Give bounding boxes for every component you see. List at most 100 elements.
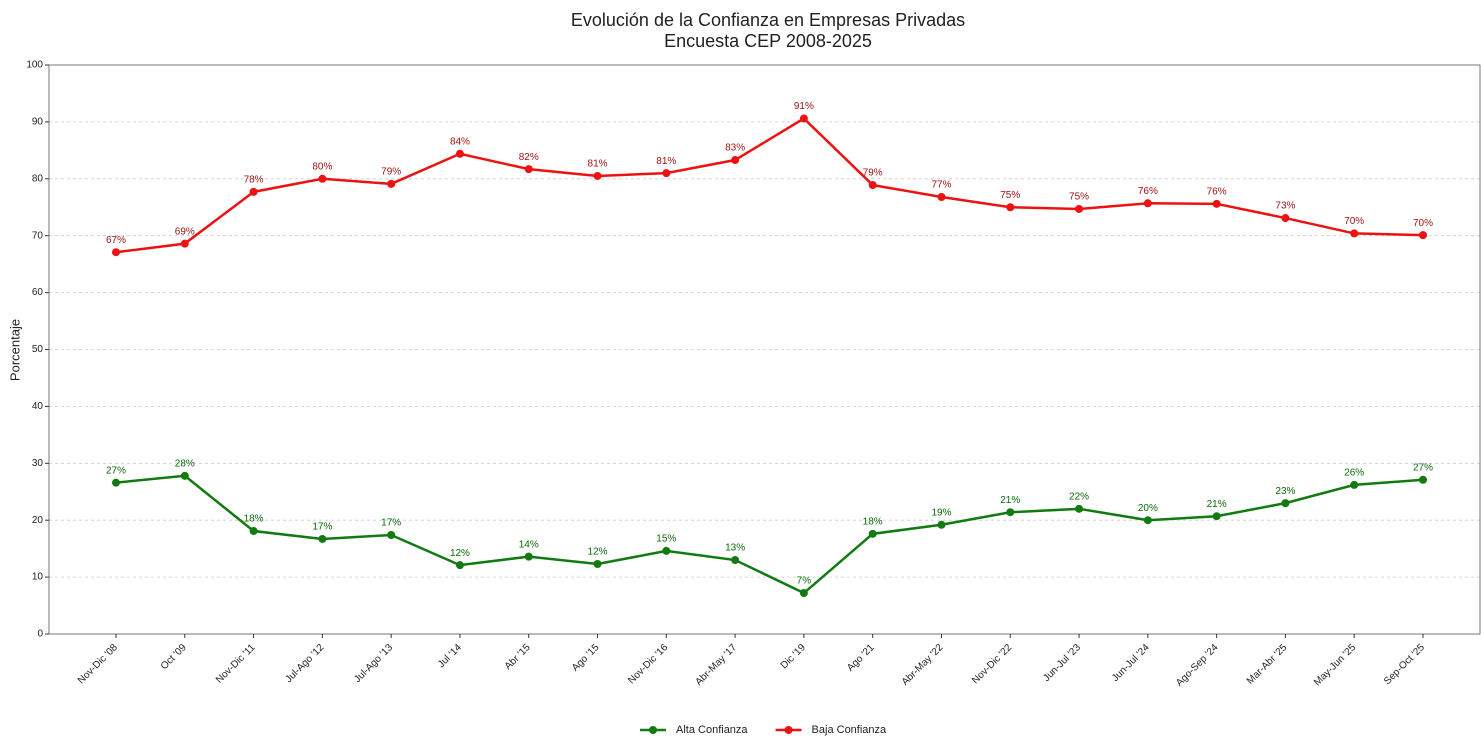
plot-frame	[48, 64, 1481, 635]
value-label: 78%	[244, 175, 264, 186]
x-tick-label: Abr '15	[503, 642, 533, 672]
point	[662, 546, 671, 555]
value-label: 79%	[381, 167, 401, 178]
legend-label: Alta Confianza	[676, 724, 748, 736]
y-tick-label: 30	[32, 458, 44, 469]
value-label: 26%	[1344, 468, 1364, 479]
x-tick-label: Ago '15	[570, 642, 602, 674]
x-tick-label: Abr-May '17	[693, 642, 739, 688]
point	[180, 471, 189, 480]
point	[799, 114, 808, 123]
point	[1281, 214, 1290, 223]
value-label: 20%	[1138, 503, 1158, 514]
point	[318, 534, 327, 543]
x-tick-label: Dic '19	[779, 642, 808, 671]
value-label: 15%	[656, 534, 676, 545]
point	[1350, 480, 1359, 489]
point	[868, 529, 877, 538]
value-label: 12%	[588, 547, 608, 558]
x-tick-label: Jun-Jul '24	[1110, 642, 1152, 684]
point	[1212, 512, 1221, 521]
value-label: 79%	[863, 168, 883, 179]
y-tick-label: 60	[32, 287, 44, 298]
y-tick-label: 70	[32, 230, 44, 241]
legend-marker	[649, 726, 657, 734]
x-tick-label: Oct '09	[159, 642, 189, 672]
value-label: 75%	[1069, 192, 1089, 203]
point	[524, 552, 533, 561]
point	[1212, 199, 1221, 208]
point	[249, 187, 258, 196]
value-label: 83%	[725, 143, 745, 154]
value-label: 27%	[1413, 462, 1433, 473]
point	[593, 171, 602, 180]
value-label: 77%	[931, 180, 951, 191]
value-label: 14%	[519, 539, 539, 550]
x-tick-label: Jul-Ago '13	[352, 642, 395, 685]
x-tick-label: Ago '21	[845, 642, 877, 674]
point	[662, 169, 671, 178]
point	[1075, 504, 1084, 513]
point	[112, 248, 120, 257]
value-label: 17%	[381, 518, 401, 529]
y-tick-label: 100	[26, 60, 43, 71]
x-tick-label: Nov-Dic '16	[626, 642, 670, 686]
value-label: 80%	[312, 161, 332, 172]
point	[1281, 499, 1290, 508]
y-tick-label: 0	[37, 629, 43, 640]
point	[937, 193, 946, 202]
point	[455, 561, 464, 570]
legend-label: Baja Confianza	[812, 724, 887, 736]
point	[593, 560, 602, 569]
series-line	[115, 116, 1424, 254]
x-tick-label: Nov-Dic '11	[214, 642, 258, 686]
chart-subtitle: Encuesta CEP 2008-2025	[664, 31, 872, 51]
value-label: 76%	[1207, 186, 1227, 197]
x-tick-label: Nov-Dic '22	[970, 642, 1014, 686]
value-label: 91%	[794, 101, 814, 112]
y-tick-label: 20	[32, 515, 44, 526]
value-label: 73%	[1275, 201, 1295, 212]
y-axis-label: Porcentaje	[7, 319, 22, 381]
x-tick-label: Sep-Oct '25	[1382, 642, 1427, 687]
y-tick-label: 10	[32, 572, 44, 583]
point	[318, 174, 327, 183]
value-label: 82%	[519, 152, 539, 163]
point	[937, 520, 946, 529]
x-tick-label: Nov-Dic '08	[76, 642, 120, 686]
point	[799, 589, 808, 598]
x-tick-label: Jul-Ago '12	[283, 642, 326, 685]
point	[112, 478, 120, 487]
x-tick-label: Mar-Abr '25	[1245, 642, 1290, 687]
value-label: 19%	[931, 507, 951, 518]
value-label: 70%	[1344, 216, 1364, 227]
x-tick-label: Abr-May '22	[900, 642, 946, 688]
value-label: 81%	[656, 156, 676, 167]
value-label: 28%	[175, 458, 195, 469]
point	[1419, 231, 1427, 240]
value-label: 27%	[106, 465, 126, 476]
x-tick-label: Jun-Jul '23	[1041, 642, 1083, 684]
value-label: 18%	[863, 516, 883, 527]
value-label: 70%	[1413, 218, 1433, 229]
point	[1143, 516, 1152, 525]
point	[387, 179, 396, 188]
x-tick-label: Ago-Sep '24	[1174, 642, 1221, 689]
x-tick-label: May-Jun '25	[1312, 642, 1358, 688]
point	[387, 530, 396, 539]
y-tick-label: 80	[32, 173, 44, 184]
point	[1075, 204, 1084, 213]
value-label: 22%	[1069, 491, 1089, 502]
value-label: 21%	[1000, 495, 1020, 506]
point	[249, 527, 258, 536]
point	[180, 239, 189, 248]
y-tick-label: 90	[32, 117, 44, 128]
value-label: 17%	[312, 522, 332, 533]
value-label: 21%	[1207, 499, 1227, 510]
point	[1419, 475, 1427, 484]
x-tick-label: Jul '14	[436, 642, 464, 670]
point	[1350, 229, 1359, 238]
point	[1006, 508, 1015, 517]
value-label: 76%	[1138, 186, 1158, 197]
